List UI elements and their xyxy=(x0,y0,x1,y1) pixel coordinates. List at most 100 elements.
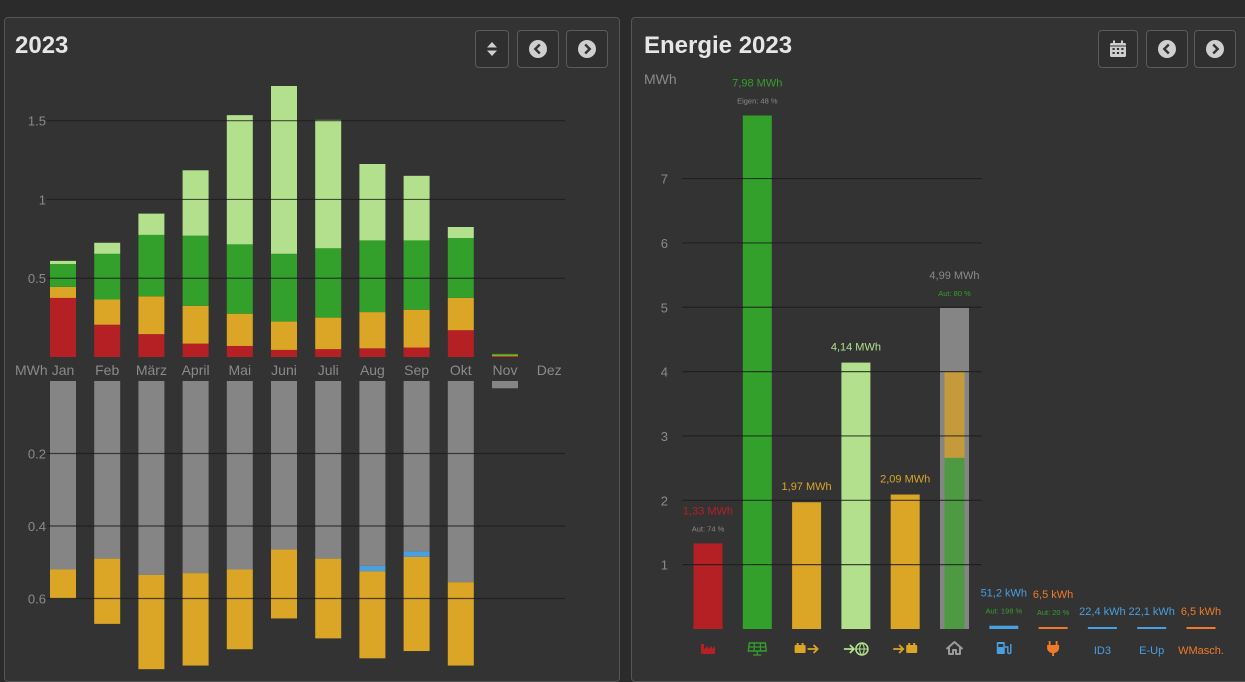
ev-charger-icon xyxy=(996,642,1012,655)
value-label: 2,09 MWh xyxy=(880,474,930,486)
battery-pole xyxy=(796,643,799,645)
panel-frame xyxy=(747,642,768,652)
unit-label: MWh xyxy=(644,71,677,87)
bar-segment-ev xyxy=(403,551,430,557)
bar-segment-house xyxy=(182,381,209,574)
bar-segment-house xyxy=(226,381,253,570)
battery-pole xyxy=(913,643,916,645)
grid-export-icon xyxy=(843,642,869,656)
value-label: 51,2 kWh xyxy=(981,588,1027,600)
bar-segment-self_pv xyxy=(50,264,76,287)
unit-label: MWh xyxy=(15,362,48,378)
bar-ev-charger xyxy=(989,625,1019,629)
battery-charge-icon xyxy=(893,643,918,654)
plug-icon xyxy=(1047,641,1060,656)
value-label: 6,5 kWh xyxy=(1181,606,1221,618)
bar-segment-house xyxy=(50,381,76,570)
calendar-button[interactable] xyxy=(1098,30,1138,68)
bar-segment-grid xyxy=(403,347,430,357)
bar-segment-house xyxy=(447,381,474,583)
house-shape xyxy=(945,641,964,655)
charger-cable xyxy=(1004,644,1012,655)
factory-icon xyxy=(701,644,715,654)
bar-battery-in xyxy=(890,494,920,629)
bar-segment-battery xyxy=(271,321,297,350)
chevron-right-icon xyxy=(1206,40,1224,58)
panel-title: Energie 2023 xyxy=(644,32,793,59)
bar-segment-battery xyxy=(138,296,165,335)
charger-body xyxy=(996,642,1005,654)
bar-segment-grid xyxy=(50,297,76,357)
energy-bar-chart: MWh 1,33 MWh Aut: 74 % 7,98 MWh Eigen: 48 % 1… xyxy=(644,71,1224,657)
bar-segment-battery xyxy=(403,309,430,348)
arrow xyxy=(843,644,856,654)
bar-segment-battery_charge xyxy=(403,556,430,652)
bar-segment-self_pv xyxy=(359,240,386,313)
arrow xyxy=(893,644,905,654)
bar-segment-house xyxy=(271,381,297,550)
globe-lines xyxy=(856,642,868,656)
bar-segment-house xyxy=(359,381,386,566)
next-year-button[interactable] xyxy=(566,30,608,68)
battery-pole xyxy=(908,643,911,645)
next-year-button[interactable] xyxy=(1194,30,1236,68)
x-tick-label: Sep xyxy=(404,362,429,378)
bar-segment-house xyxy=(315,381,342,559)
value-label: 7,98 MWh xyxy=(732,78,782,90)
panel-title: 2023 xyxy=(15,32,69,59)
bar-segment-feed_in xyxy=(226,115,253,245)
bar-segment-battery xyxy=(94,299,121,325)
y-tick-label: 1.5 xyxy=(28,114,46,129)
bar-segment-self_pv xyxy=(315,248,342,318)
arrow xyxy=(807,644,819,654)
battery-body xyxy=(794,645,806,653)
y-tick-label: 0.4 xyxy=(28,519,46,534)
y-tick-label: 2 xyxy=(661,493,668,508)
x-tick-label: Juni xyxy=(271,362,297,378)
bar-segment-self_pv xyxy=(271,253,297,322)
bar-segment-grid xyxy=(447,330,474,357)
bar-segment-grid xyxy=(138,334,165,357)
y-tick-label: 0.2 xyxy=(28,447,46,462)
toggle-sort-button[interactable] xyxy=(475,30,509,68)
bar-house-inner-0 xyxy=(944,457,965,629)
bar-segment-feed_in xyxy=(403,175,430,241)
chevron-left-icon xyxy=(529,40,547,58)
bar-segment-self_pv xyxy=(94,253,121,300)
bar-segment-feed_in xyxy=(94,242,121,254)
sort-icon xyxy=(487,42,497,56)
bar-segment-feed_in xyxy=(315,119,342,249)
bar-id3 xyxy=(1087,627,1117,629)
bar-segment-grid xyxy=(226,345,253,357)
value-label: 22,4 kWh xyxy=(1079,606,1125,618)
bar-segment-house xyxy=(94,381,121,559)
bar-segment-grid xyxy=(182,343,209,357)
bar-segment-self_pv xyxy=(182,235,209,306)
bar-segment-battery xyxy=(359,312,386,349)
y-tick-label: 5 xyxy=(661,300,668,315)
prev-year-button[interactable] xyxy=(1146,30,1188,68)
bar-segment-battery_charge xyxy=(94,558,121,624)
battery-pole xyxy=(801,643,804,645)
x-tick-label: Jan xyxy=(52,362,75,378)
monthly-panel: 2023 Jan Feb März April Mai Juni Juli Aug Sep Okt… xyxy=(4,17,620,682)
y-tick-label: 1 xyxy=(661,558,668,573)
y-tick-label: 6 xyxy=(661,236,668,251)
bar-segment-self_pv xyxy=(492,353,518,356)
bar-segment-house xyxy=(403,381,430,552)
house-icon xyxy=(945,641,964,655)
value-label: 4,14 MWh xyxy=(831,342,881,354)
x-tick-label: Nov xyxy=(493,362,518,378)
bar-segment-feed_in xyxy=(182,170,209,236)
battery-body xyxy=(906,645,918,653)
bar-segment-battery xyxy=(315,317,342,350)
prev-year-button[interactable] xyxy=(517,30,559,68)
bar-segment-feed_in xyxy=(447,227,474,239)
bar-segment-battery_charge xyxy=(271,549,297,619)
bar-feed-in xyxy=(841,362,871,629)
bar-segment-feed_in xyxy=(271,86,297,254)
value-label: 1,33 MWh xyxy=(683,505,733,517)
battery-discharge-icon xyxy=(794,643,819,654)
bar-segment-self_pv xyxy=(226,244,253,314)
value-label: 1,97 MWh xyxy=(782,481,832,493)
